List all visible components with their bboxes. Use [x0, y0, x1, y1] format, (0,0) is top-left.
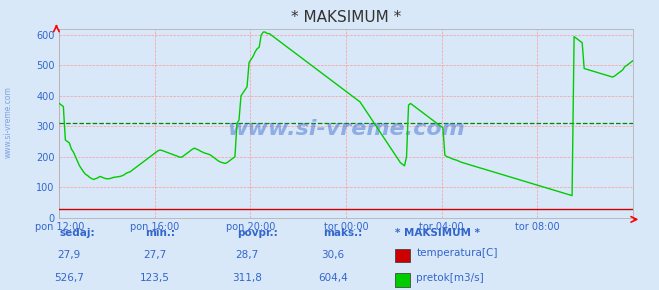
Text: 30,6: 30,6 [321, 250, 345, 260]
Title: * MAKSIMUM *: * MAKSIMUM * [291, 10, 401, 25]
Text: sedaj:: sedaj: [59, 228, 95, 238]
Text: 526,7: 526,7 [54, 273, 84, 283]
Text: 28,7: 28,7 [235, 250, 259, 260]
Text: 311,8: 311,8 [232, 273, 262, 283]
Text: www.si-vreme.com: www.si-vreme.com [3, 86, 13, 158]
Text: 27,9: 27,9 [57, 250, 81, 260]
Text: pretok[m3/s]: pretok[m3/s] [416, 273, 484, 283]
Text: povpr.:: povpr.: [237, 228, 278, 238]
Text: * MAKSIMUM *: * MAKSIMUM * [395, 228, 480, 238]
Text: www.si-vreme.com: www.si-vreme.com [227, 119, 465, 139]
Text: 27,7: 27,7 [143, 250, 167, 260]
Text: min.:: min.: [145, 228, 175, 238]
Text: 604,4: 604,4 [318, 273, 348, 283]
Text: temperatura[C]: temperatura[C] [416, 248, 498, 258]
Text: 123,5: 123,5 [140, 273, 170, 283]
Text: maks.:: maks.: [323, 228, 362, 238]
